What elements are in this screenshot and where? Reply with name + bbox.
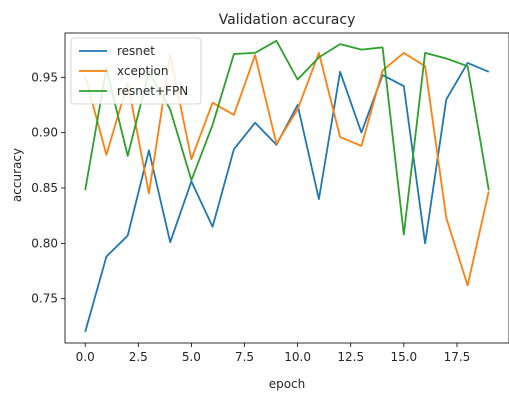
- x-tick-label: 17.5: [444, 350, 471, 364]
- y-tick-label: 0.90: [31, 126, 58, 140]
- y-tick-label: 0.75: [31, 292, 58, 306]
- series-line-xception: [84, 52, 490, 287]
- y-axis-ticks: 0.75 0.80 0.85 0.90 0.95: [31, 70, 65, 306]
- x-tick-label: 10.0: [284, 350, 311, 364]
- x-tick-label: 15.0: [390, 350, 417, 364]
- y-tick-label: 0.95: [31, 70, 58, 84]
- y-tick-label: 0.80: [31, 236, 58, 250]
- x-axis-ticks: 0.0 2.5 5.0 7.5 10.0 12.5 15.0 17.5: [76, 343, 471, 364]
- legend-box: [70, 37, 202, 105]
- chart-title: Validation accuracy: [219, 12, 356, 28]
- y-axis-label: accuracy: [10, 148, 24, 202]
- x-tick-label: 2.5: [129, 350, 148, 364]
- y-tick-label: 0.85: [31, 181, 58, 195]
- legend-label: resnet: [117, 44, 155, 58]
- x-tick-label: 0.0: [76, 350, 95, 364]
- x-tick-label: 7.5: [235, 350, 254, 364]
- x-tick-label: 12.5: [337, 350, 364, 364]
- x-tick-label: 5.0: [182, 350, 201, 364]
- legend-label: resnet+FPN: [117, 84, 188, 98]
- legend-label: xception: [117, 64, 168, 78]
- x-axis-label: epoch: [269, 377, 306, 391]
- legend: resnet xception resnet+FPN: [70, 37, 202, 105]
